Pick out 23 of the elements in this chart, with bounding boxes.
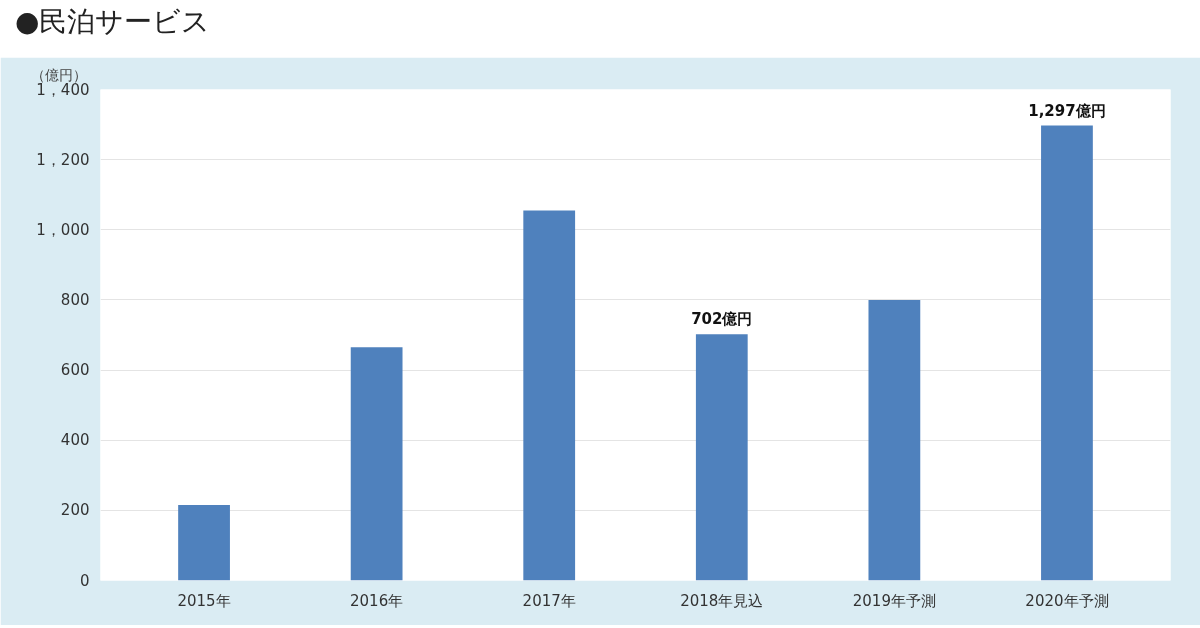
bar (868, 299, 921, 581)
y-tick-label: 1，000 (36, 220, 90, 239)
x-tick-label: 2016年 (350, 591, 404, 610)
x-tick-label: 2017年 (522, 591, 576, 610)
bar (350, 347, 403, 581)
y-tick-label: 600 (60, 361, 90, 380)
x-tick-label: 2019年予測 (852, 591, 936, 610)
x-tick-label: 2020年予測 (1025, 591, 1109, 610)
y-tick-label: 800 (60, 290, 90, 309)
bar (523, 210, 576, 581)
x-tick-label: 2018年見込 (680, 591, 764, 610)
data-label: 1,297億円 (1028, 101, 1106, 120)
bar (1041, 125, 1093, 581)
y-axis-title: （億円） (30, 66, 87, 83)
y-tick-label: 0 (79, 571, 90, 590)
bar (695, 334, 748, 581)
bar (178, 505, 230, 581)
y-tick-label: 1，200 (36, 150, 90, 169)
y-tick-label: 200 (60, 501, 90, 520)
x-tick-label: 2015年 (177, 591, 231, 610)
y-tick-label: 400 (60, 431, 90, 450)
chart-title: ●民泊サービス (15, 4, 211, 40)
data-label: 702億円 (691, 310, 753, 329)
